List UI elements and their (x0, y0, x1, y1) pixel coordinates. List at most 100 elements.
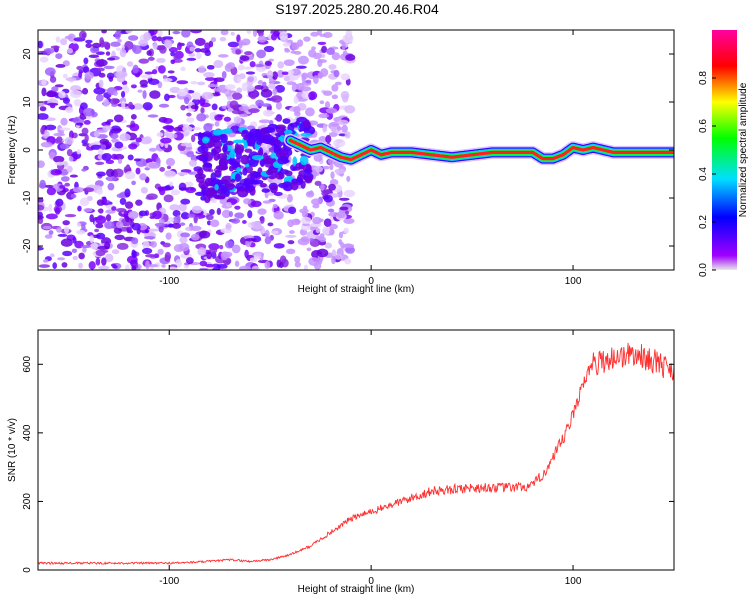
noise-blob (167, 217, 175, 223)
noise-blob (44, 234, 53, 239)
noise-blob (53, 155, 65, 163)
noise-blob (80, 244, 92, 249)
noise-blob (235, 182, 245, 191)
noise-blob (152, 210, 162, 220)
noise-blob (84, 71, 94, 80)
noise-blob (214, 169, 222, 178)
noise-blob (206, 220, 212, 226)
noise-blob (293, 50, 302, 55)
noise-blob (194, 173, 206, 180)
noise-blob (308, 91, 318, 100)
noise-blob (249, 92, 257, 100)
noise-blob (275, 101, 282, 110)
noise-blob (125, 215, 130, 223)
noise-blob (159, 45, 167, 54)
noise-blob (131, 265, 137, 270)
noise-blob (113, 91, 118, 96)
noise-blob (225, 222, 232, 231)
noise-blob (119, 48, 127, 58)
noise-blob (288, 230, 295, 234)
noise-blob (268, 58, 274, 62)
noise-blob (323, 218, 332, 227)
noise-blob (38, 113, 49, 120)
noise-blob (103, 65, 115, 70)
noise-blob (248, 108, 260, 114)
noise-blob (41, 78, 47, 86)
noise-blob (220, 184, 228, 194)
noise-blob (219, 36, 227, 42)
noise-blob (147, 114, 159, 118)
noise-blob (93, 87, 106, 95)
noise-blob (239, 265, 252, 270)
noise-blob (304, 119, 310, 128)
noise-blob (251, 265, 260, 270)
noise-blob (263, 45, 275, 53)
noise-blob (49, 76, 57, 83)
noise-blob (312, 204, 320, 209)
noise-blob (279, 31, 288, 41)
noise-blob (217, 54, 229, 58)
noise-blob (131, 249, 136, 258)
noise-blob (244, 51, 253, 56)
noise-blob (221, 209, 231, 219)
noise-blob (120, 90, 126, 98)
noise-blob (257, 35, 267, 43)
y-tick-label: 400 (22, 424, 33, 441)
noise-blob (59, 143, 70, 150)
noise-blob (41, 87, 47, 97)
noise-blob (138, 39, 149, 47)
noise-blob (101, 152, 112, 161)
noise-blob (196, 113, 207, 122)
noise-blob (328, 183, 336, 191)
noise-blob (312, 216, 322, 225)
noise-blob (270, 184, 278, 194)
noise-blob (213, 146, 222, 154)
noise-blob (185, 257, 194, 265)
noise-blob (300, 216, 312, 225)
noise-blob (258, 30, 264, 38)
noise-blob (164, 39, 170, 48)
noise-blob (320, 183, 325, 191)
noise-blob (130, 84, 137, 89)
noise-blob (224, 182, 235, 191)
noise-blob (40, 126, 45, 135)
noise-blob (325, 107, 338, 114)
noise-blob (251, 154, 264, 161)
noise-blob (340, 73, 350, 81)
noise-blob (255, 99, 264, 107)
noise-blob (203, 72, 215, 78)
noise-blob (246, 85, 255, 92)
noise-blob (196, 52, 202, 60)
noise-blob (313, 153, 323, 162)
noise-blob (239, 55, 250, 61)
noise-blob (62, 73, 68, 79)
noise-blob (140, 74, 153, 79)
noise-blob (116, 242, 129, 250)
noise-blob (264, 127, 276, 134)
noise-blob (115, 208, 127, 213)
noise-blob (39, 106, 47, 112)
noise-blob (338, 197, 350, 201)
noise-blob (182, 123, 189, 128)
noise-blob (180, 232, 191, 238)
noise-blob (156, 57, 166, 63)
noise-blob (236, 76, 242, 84)
noise-blob (142, 240, 150, 250)
noise-blob (52, 262, 58, 270)
noise-blob (223, 128, 233, 135)
noise-blob (101, 196, 107, 200)
noise-blob (42, 259, 49, 263)
noise-blob (57, 233, 68, 237)
noise-blob (97, 148, 104, 156)
noise-blob (219, 192, 226, 198)
noise-blob (211, 103, 218, 111)
noise-blob (135, 137, 142, 143)
y-tick-label: -20 (22, 238, 33, 253)
noise-blob (125, 264, 130, 270)
noise-blob (305, 79, 312, 84)
noise-blob (147, 78, 160, 85)
noise-blob (227, 41, 240, 48)
noise-blob (317, 59, 327, 64)
colorbar-tick-label: 0.2 (698, 215, 709, 229)
